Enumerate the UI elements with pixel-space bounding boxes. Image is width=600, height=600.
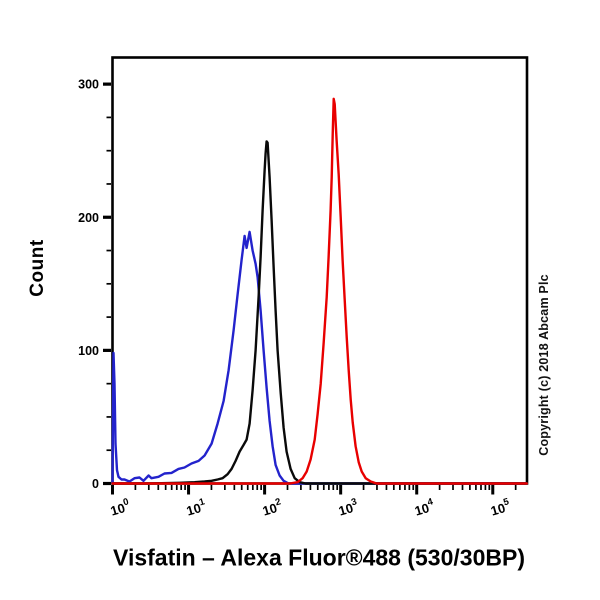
x-tick-label: 100 (108, 496, 132, 518)
y-axis-title: Count (27, 239, 48, 297)
x-tick-label: 105 (488, 496, 512, 518)
curve-red (111, 97, 528, 485)
y-tick-label: 100 (78, 344, 99, 358)
x-tick-label: 104 (412, 496, 436, 518)
curve-black (111, 140, 528, 485)
y-tick-label: 0 (92, 477, 99, 491)
curve-blue (111, 230, 528, 485)
chart-title: Visfatin – Alexa Fluor®488 (530/30BP) (113, 544, 525, 571)
plot-frame (111, 56, 529, 485)
x-tick-label: 101 (184, 496, 208, 518)
y-tick-label: 200 (78, 211, 99, 225)
x-tick-label: 102 (260, 496, 284, 518)
x-tick-label: 103 (336, 496, 360, 518)
copyright-notice: Copyright (c) 2018 Abcam Plc (537, 274, 551, 456)
y-tick-label: 300 (78, 78, 99, 92)
